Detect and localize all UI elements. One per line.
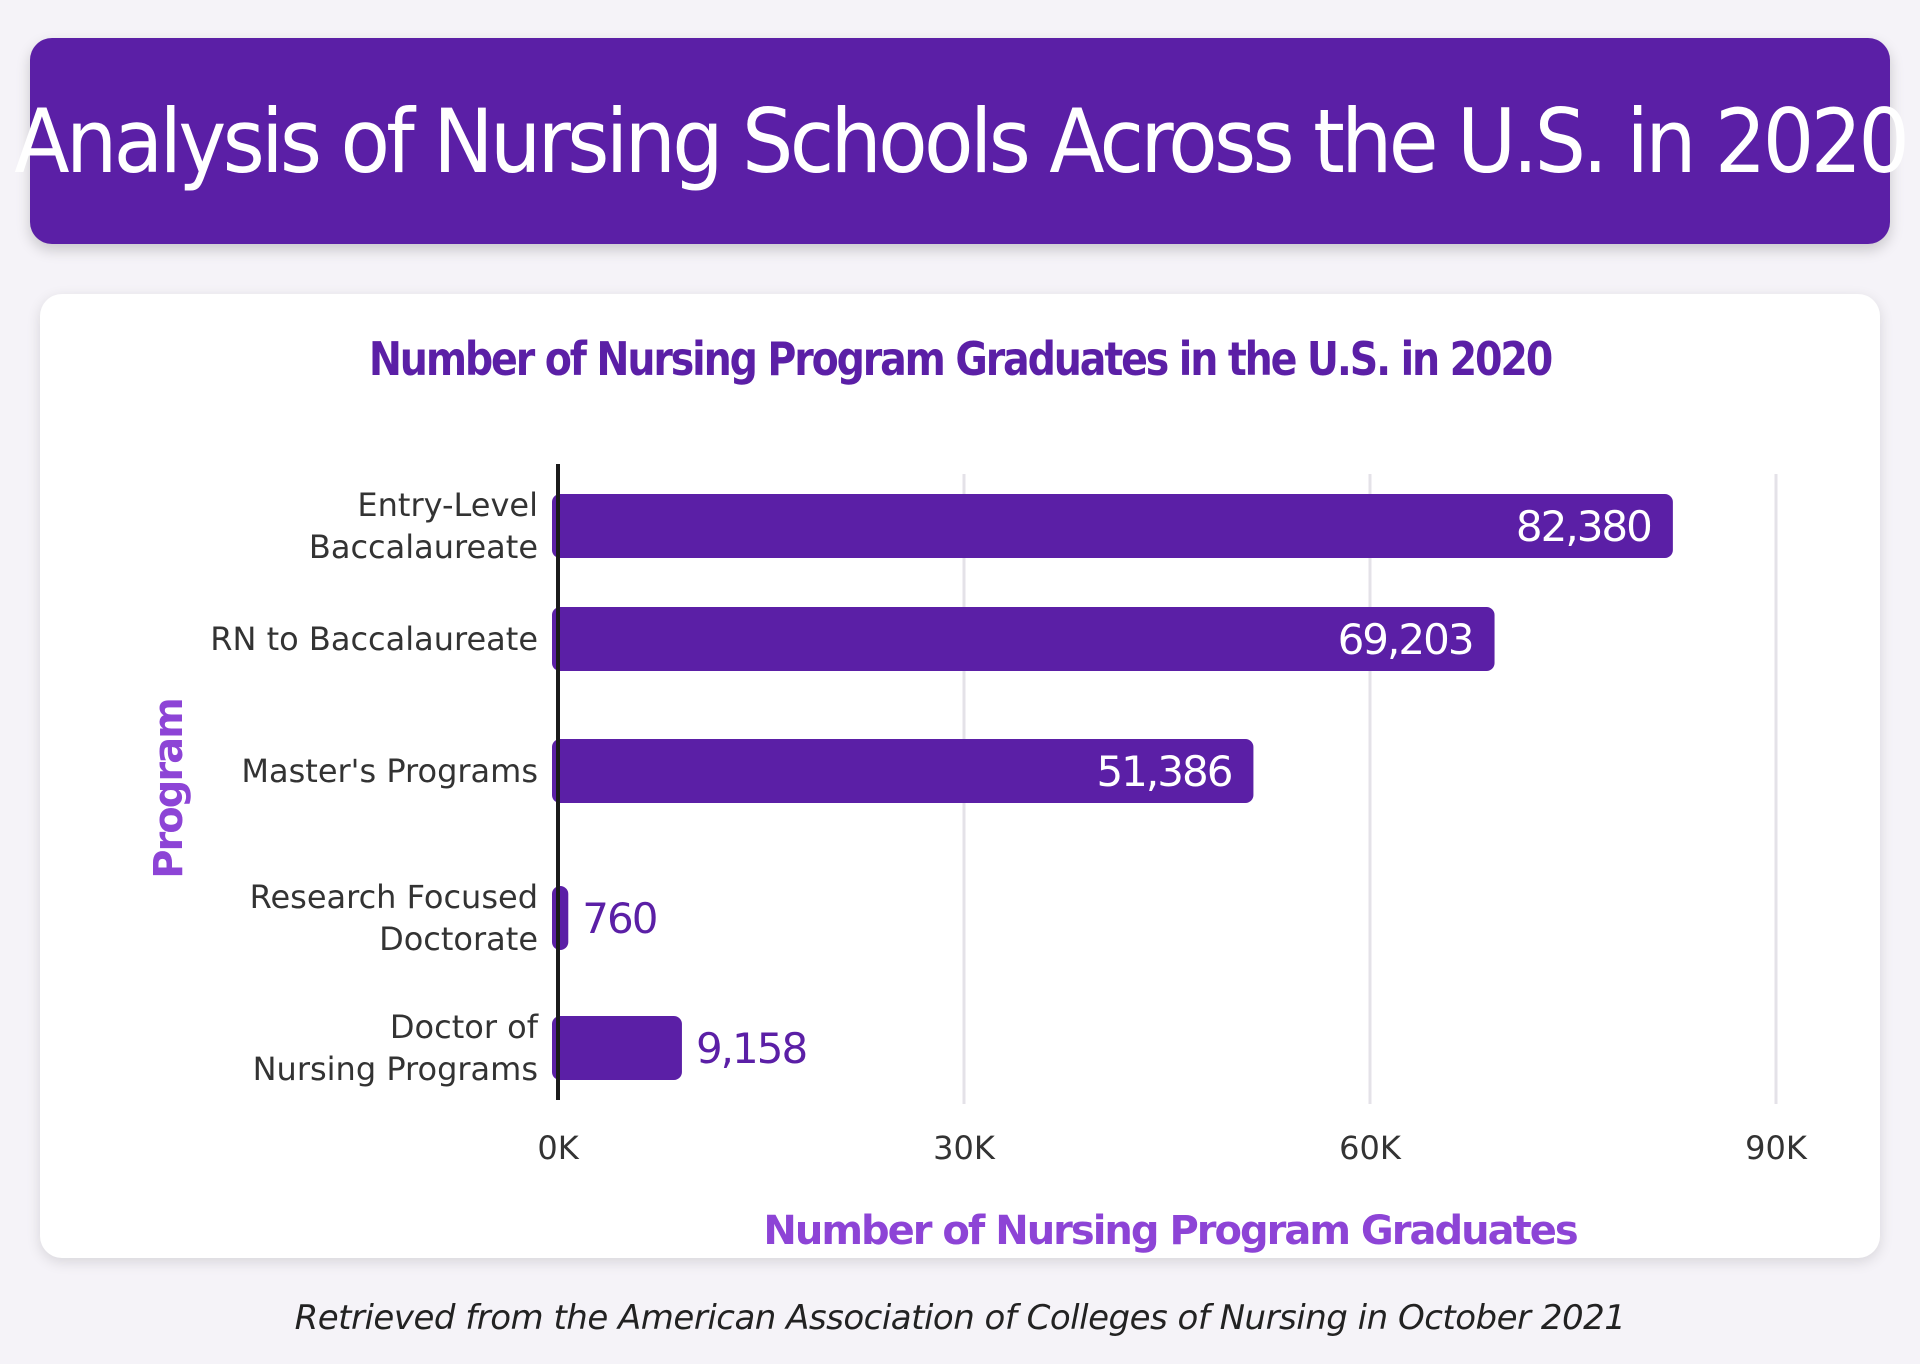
bar	[552, 886, 569, 950]
x-axis-title: Number of Nursing Program Graduates	[763, 1208, 1576, 1254]
chart-title: Number of Nursing Program Graduates in t…	[368, 332, 1553, 386]
y-tick-label: Doctorate	[379, 920, 538, 958]
page-title: Analysis of Nursing Schools Across the U…	[14, 89, 1910, 193]
bar-chart: 0K 30K 60K 90K 82,380 Entry-Level Baccalaureat…	[146, 464, 1808, 1254]
y-tick-label: Master's Programs	[241, 752, 538, 790]
data-label: 760	[582, 894, 656, 943]
x-tick-label: 30K	[933, 1129, 996, 1167]
data-label: 82,380	[1516, 502, 1651, 551]
y-axis-title: Program	[146, 699, 192, 879]
data-label: 51,386	[1096, 747, 1231, 796]
chart-card: Number of Nursing Program Graduates in t…	[40, 294, 1880, 1258]
y-tick-label: RN to Baccalaureate	[210, 620, 538, 658]
x-tick-label: 60K	[1339, 1129, 1402, 1167]
y-tick-label: Nursing Programs	[253, 1050, 538, 1088]
bar	[552, 1016, 682, 1080]
data-label: 9,158	[696, 1024, 806, 1073]
bar	[552, 607, 1495, 671]
title-banner: Analysis of Nursing Schools Across the U…	[14, 38, 1910, 244]
source-note: Retrieved from the American Association …	[294, 1298, 1626, 1338]
y-tick-label: Baccalaureate	[309, 528, 538, 566]
x-tick-label: 0K	[537, 1129, 579, 1167]
bar	[552, 494, 1673, 558]
y-tick-label: Entry-Level	[357, 486, 538, 524]
x-tick-label: 90K	[1745, 1129, 1808, 1167]
data-label: 69,203	[1338, 615, 1473, 664]
bar	[552, 739, 1254, 803]
y-tick-label: Research Focused	[250, 878, 538, 916]
y-tick-label: Doctor of	[390, 1008, 539, 1046]
